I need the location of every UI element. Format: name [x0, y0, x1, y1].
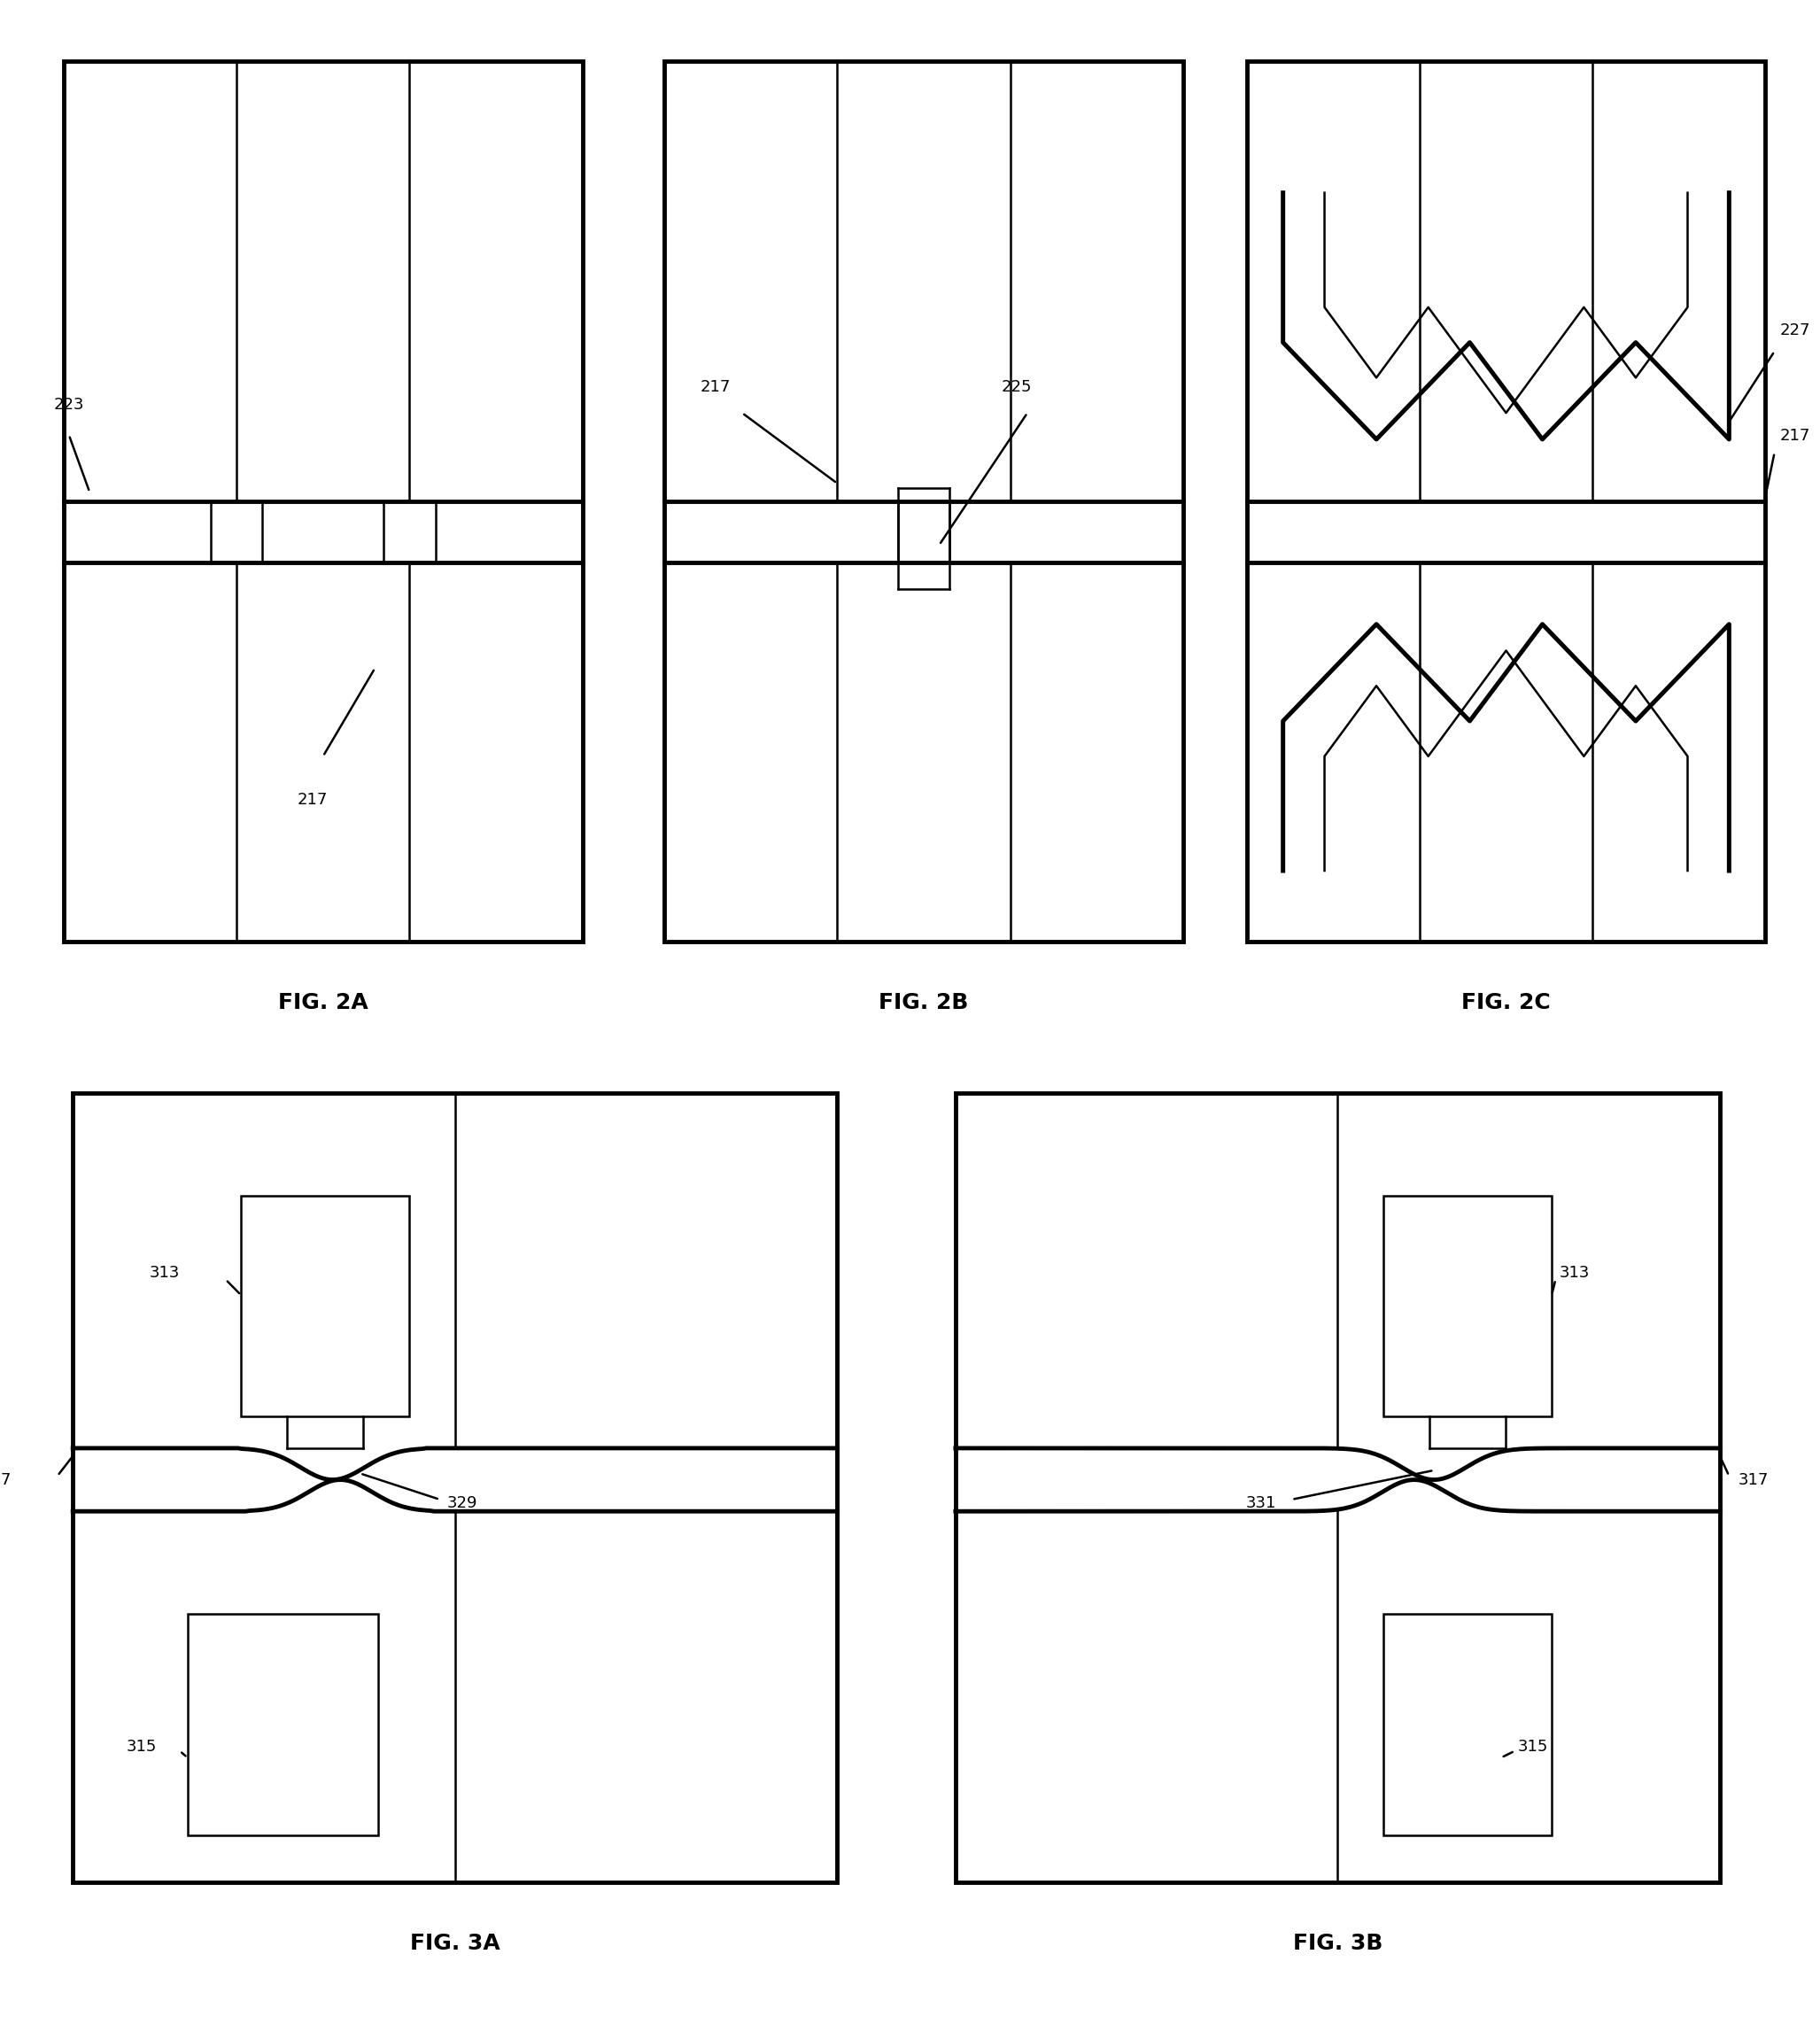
Text: 217: 217 — [297, 791, 328, 808]
Bar — [1383, 1613, 1552, 1836]
Text: FIG. 2A: FIG. 2A — [278, 992, 368, 1014]
Text: 217: 217 — [1780, 427, 1811, 443]
Text: 315: 315 — [126, 1739, 157, 1755]
Bar — [1247, 61, 1765, 941]
Text: 217: 217 — [701, 378, 732, 395]
Text: FIG. 3B: FIG. 3B — [1292, 1933, 1383, 1955]
Bar — [664, 61, 1183, 941]
Text: 225: 225 — [1001, 378, 1032, 395]
Bar — [956, 1093, 1720, 1882]
Text: 315: 315 — [1518, 1739, 1549, 1755]
Text: FIG. 3A: FIG. 3A — [410, 1933, 500, 1955]
Text: FIG. 2C: FIG. 2C — [1461, 992, 1551, 1014]
Text: 317: 317 — [0, 1471, 11, 1488]
Text: 223: 223 — [53, 397, 84, 413]
Bar — [64, 61, 582, 941]
Text: 313: 313 — [1560, 1265, 1591, 1281]
Bar — [240, 1196, 410, 1417]
Bar — [73, 1093, 837, 1882]
Text: 329: 329 — [448, 1496, 479, 1512]
Bar — [187, 1613, 379, 1836]
Text: 227: 227 — [1780, 322, 1811, 338]
Text: FIG. 2B: FIG. 2B — [879, 992, 968, 1014]
Text: 313: 313 — [149, 1265, 180, 1281]
Text: 331: 331 — [1247, 1496, 1276, 1512]
Text: 317: 317 — [1738, 1471, 1769, 1488]
Bar — [1383, 1196, 1552, 1417]
